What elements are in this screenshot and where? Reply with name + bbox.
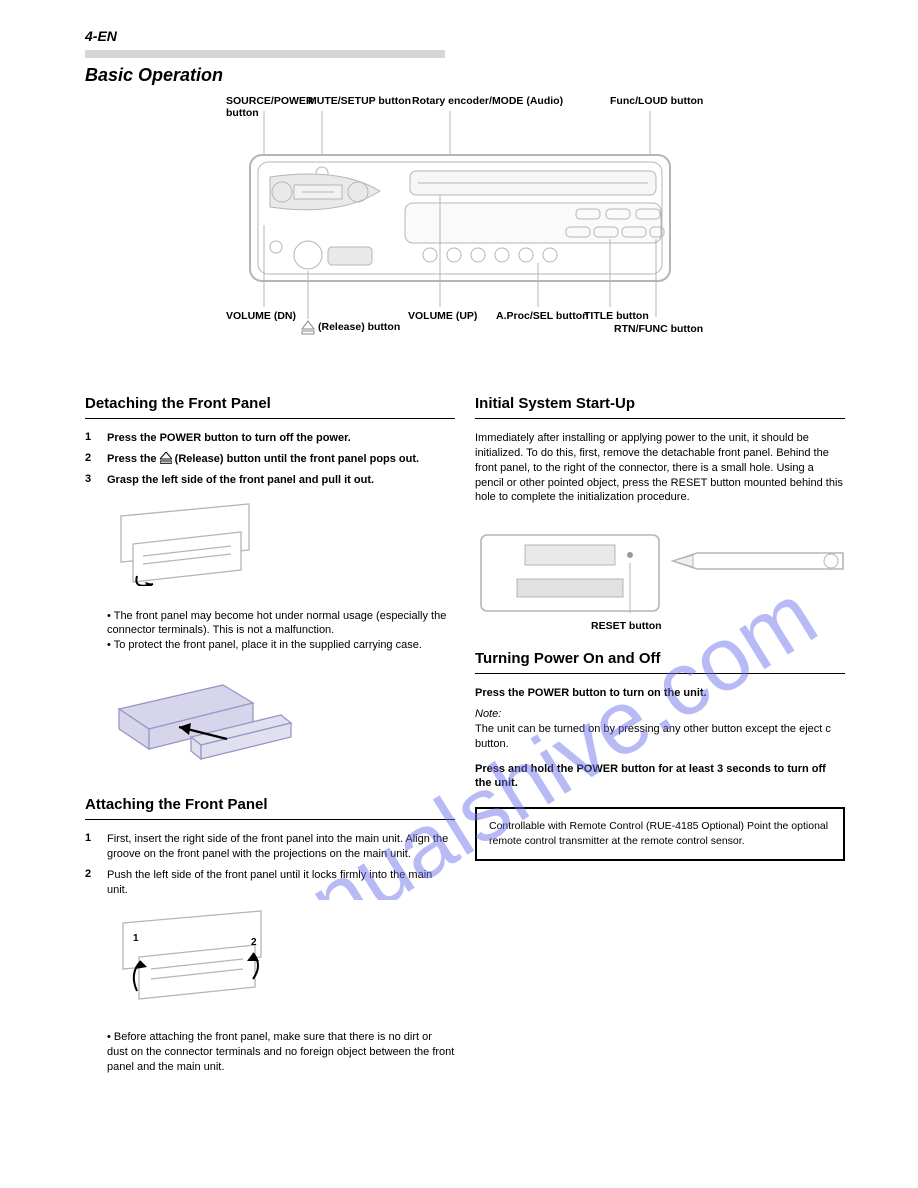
svg-text:1: 1 bbox=[133, 933, 139, 944]
step-text: Grasp the left side of the front panel a… bbox=[107, 473, 455, 488]
page-number: 4-EN bbox=[85, 28, 117, 44]
reset-diagram: RESET button bbox=[475, 517, 845, 632]
step-3: 3 Grasp the left side of the front panel… bbox=[85, 473, 455, 488]
subsection-power-title: Turning Power On and Off bbox=[475, 650, 845, 667]
note-bullet-2: • To protect the front panel, place it i… bbox=[107, 638, 455, 653]
note-bullet-attach: • Before attaching the front panel, make… bbox=[107, 1030, 455, 1075]
power-off-text: Press and hold the POWER button for at l… bbox=[475, 762, 845, 792]
note-text: The front panel may become hot under nor… bbox=[107, 610, 446, 637]
step-text: Press the (Release) button until the fro… bbox=[107, 452, 455, 467]
note-label: Note: bbox=[475, 707, 845, 722]
device-diagram: SOURCE/POWER button MUTE/SETUP button Ro… bbox=[230, 95, 690, 355]
note-body: The unit can be turned on by pressing an… bbox=[475, 722, 845, 752]
step-num: 2 bbox=[85, 868, 99, 898]
init-body: Immediately after installing or applying… bbox=[475, 431, 845, 505]
eject-icon bbox=[160, 452, 172, 464]
section-title: Basic Operation bbox=[85, 65, 223, 86]
illustration-pull-out bbox=[113, 498, 455, 591]
subsection-detach-title: Detaching the Front Panel bbox=[85, 395, 455, 412]
step-num: 1 bbox=[85, 832, 99, 862]
step-num: 3 bbox=[85, 473, 99, 488]
step-text: First, insert the right side of the fron… bbox=[107, 832, 455, 862]
illustration-case bbox=[113, 663, 455, 778]
rule bbox=[85, 418, 455, 419]
grey-header-bar bbox=[85, 50, 445, 58]
remote-note-box: Controllable with Remote Control (RUE-41… bbox=[475, 807, 845, 860]
step-2: 2 Press the (Release) button until the f… bbox=[85, 452, 455, 467]
label-rtn-func: RTN/FUNC button bbox=[614, 323, 714, 335]
subsection-attach-title: Attaching the Front Panel bbox=[85, 796, 455, 813]
step-1-attach: 1 First, insert the right side of the fr… bbox=[85, 832, 455, 862]
right-column: Initial System Start-Up Immediately afte… bbox=[475, 395, 845, 861]
step-num: 2 bbox=[85, 452, 99, 467]
label-func-loud: Func/LOUD button bbox=[610, 95, 710, 107]
note-text: Before attaching the front panel, make s… bbox=[107, 1031, 454, 1073]
label-rotary-mode: Rotary encoder/MODE (Audio) bbox=[412, 95, 582, 107]
label-title-btn: TITLE button bbox=[584, 310, 664, 322]
step-1: 1 Press the POWER button to turn off the… bbox=[85, 431, 455, 446]
subsection-init-title: Initial System Start-Up bbox=[475, 395, 845, 412]
note-bullet-1: • The front panel may become hot under n… bbox=[107, 609, 455, 639]
rule bbox=[475, 418, 845, 419]
power-on-text: Press the POWER button to turn on the un… bbox=[475, 686, 845, 701]
step-2-attach: 2 Push the left side of the front panel … bbox=[85, 868, 455, 898]
label-release-btn: (Release) button bbox=[318, 321, 428, 333]
step-text: Press the POWER button to turn off the p… bbox=[107, 431, 455, 446]
rule bbox=[475, 673, 845, 674]
left-column: Detaching the Front Panel 1 Press the PO… bbox=[85, 395, 455, 1075]
step-text: Push the left side of the front panel un… bbox=[107, 868, 455, 898]
rule bbox=[85, 819, 455, 820]
step-num: 1 bbox=[85, 431, 99, 446]
note-text: To protect the front panel, place it in … bbox=[114, 639, 422, 651]
svg-text:2: 2 bbox=[251, 937, 257, 948]
label-mute-setup: MUTE/SETUP button bbox=[308, 95, 418, 107]
illustration-attach: 1 2 bbox=[113, 907, 455, 1012]
label-volume-dn: VOLUME (DN) bbox=[226, 310, 306, 322]
label-volume-up: VOLUME (UP) bbox=[408, 310, 488, 322]
